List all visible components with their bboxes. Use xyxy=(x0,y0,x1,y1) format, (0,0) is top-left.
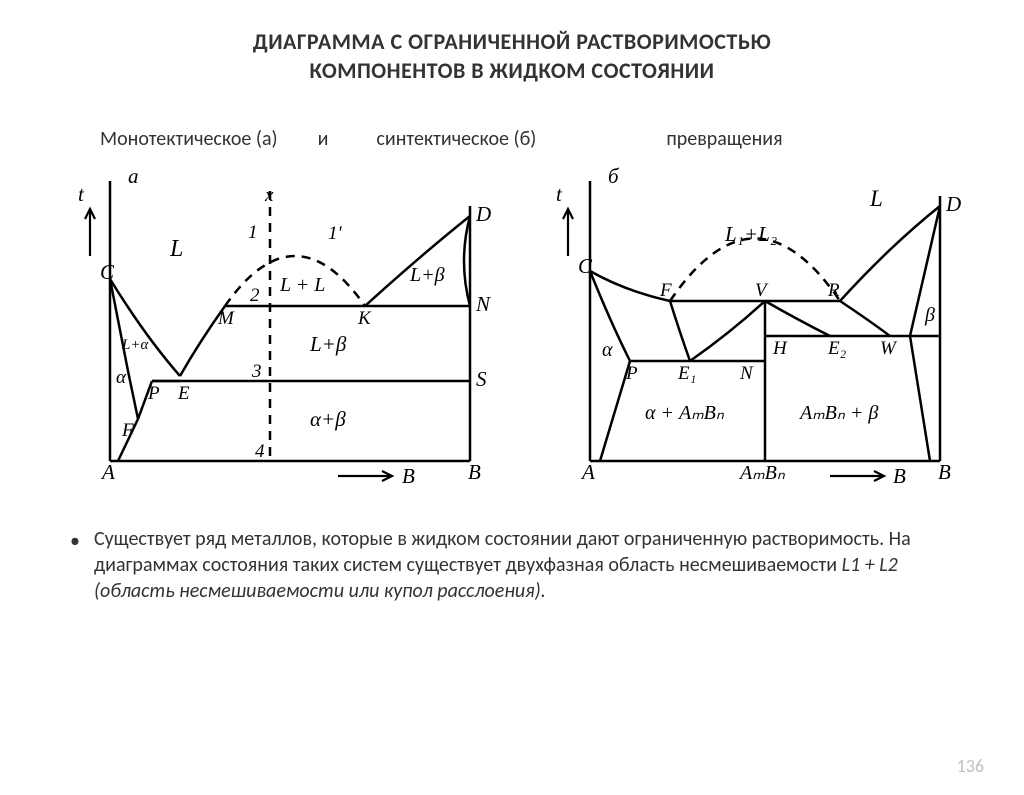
page-number: 136 xyxy=(957,755,984,777)
label-b-H: H xyxy=(772,338,788,359)
bullet-icon: • xyxy=(70,528,80,604)
label-a-F: F xyxy=(121,420,134,441)
label-a-LL: L + L xyxy=(279,274,325,296)
label-a-4: 4 xyxy=(255,441,265,462)
label-a-1p: 1' xyxy=(328,223,343,244)
label-a-A: A xyxy=(100,460,115,484)
label-b-E1: E₁ xyxy=(677,363,696,384)
label-a-S: S xyxy=(476,367,487,391)
label-a-C: C xyxy=(100,260,115,284)
label-a-K: K xyxy=(357,308,372,329)
label-a-N: N xyxy=(475,292,491,316)
label-b-W: W xyxy=(880,338,898,359)
title-line1: ДИАГРАММА С ОГРАНИЧЕННОЙ РАСТВОРИМОСТЬЮ xyxy=(0,28,1024,57)
label-a-ab: α+β xyxy=(310,407,346,431)
label-a-B: B xyxy=(468,460,481,484)
bullet-block: • Существует ряд металлов, которые в жид… xyxy=(70,526,954,604)
subtitle-trans: превращения xyxy=(666,127,782,151)
diagrams-row: а t C D N S A B B L L + L L+β L+β L+α α … xyxy=(60,161,964,496)
bullet-text: Существует ряд металлов, которые в жидко… xyxy=(94,526,954,604)
subtitle-a: Монотектическое (а) xyxy=(100,127,278,151)
label-b-F: F xyxy=(659,280,672,301)
diagram-b: б t C D A B B L L₁+L₂ α β α + AₘBₙ AₘBₙ … xyxy=(530,161,970,496)
diagram-a: а t C D N S A B B L L + L L+β L+β L+α α … xyxy=(60,161,500,496)
label-b-B: B xyxy=(938,460,951,484)
label-a-t: t xyxy=(78,182,85,206)
label-b-E2: E₂ xyxy=(827,338,847,359)
label-b-panel: б xyxy=(608,164,620,188)
label-b-t: t xyxy=(556,182,563,206)
label-b-xarrow: B xyxy=(893,464,906,488)
label-b-V: V xyxy=(755,280,769,301)
label-a-Lb2: L+β xyxy=(309,332,347,356)
subtitle-row: Монотектическое (а) и синтектическое (б)… xyxy=(100,127,1024,151)
label-a-E: E xyxy=(177,383,190,404)
label-a-xarrow: B xyxy=(402,464,415,488)
label-b-N: N xyxy=(739,363,754,384)
label-a-x: x xyxy=(264,185,274,206)
label-a-D: D xyxy=(475,202,491,226)
label-b-left: α + AₘBₙ xyxy=(645,402,725,424)
label-b-C: C xyxy=(578,254,593,278)
label-b-right: AₘBₙ + β xyxy=(798,402,878,424)
label-a-panel: а xyxy=(128,164,139,188)
label-b-R: R xyxy=(827,280,840,301)
label-a-P: P xyxy=(147,383,160,404)
label-b-A: A xyxy=(580,460,595,484)
label-b-L: L xyxy=(869,186,883,211)
label-b-D: D xyxy=(945,192,961,216)
label-a-M: M xyxy=(217,308,235,329)
label-a-1: 1 xyxy=(248,222,258,243)
subtitle-b: синтектическое (б) xyxy=(376,127,536,151)
label-a-Lb1: L+β xyxy=(409,264,445,286)
title-line2: КОМПОНЕНТОВ В ЖИДКОМ СОСТОЯНИИ xyxy=(0,57,1024,86)
label-a-alpha: α xyxy=(116,367,127,388)
label-b-beta: β xyxy=(924,304,935,326)
label-b-P: P xyxy=(625,363,638,384)
page-title: ДИАГРАММА С ОГРАНИЧЕННОЙ РАСТВОРИМОСТЬЮ … xyxy=(0,28,1024,85)
label-a-3: 3 xyxy=(251,361,262,382)
label-b-compound: AₘBₙ xyxy=(738,462,786,484)
label-a-2: 2 xyxy=(250,285,260,306)
label-a-L: L xyxy=(169,236,183,262)
label-a-La: L+α xyxy=(121,337,149,353)
label-b-alpha: α xyxy=(602,339,613,361)
label-b-LL: L₁+L₂ xyxy=(724,222,777,246)
subtitle-and: и xyxy=(318,127,329,151)
